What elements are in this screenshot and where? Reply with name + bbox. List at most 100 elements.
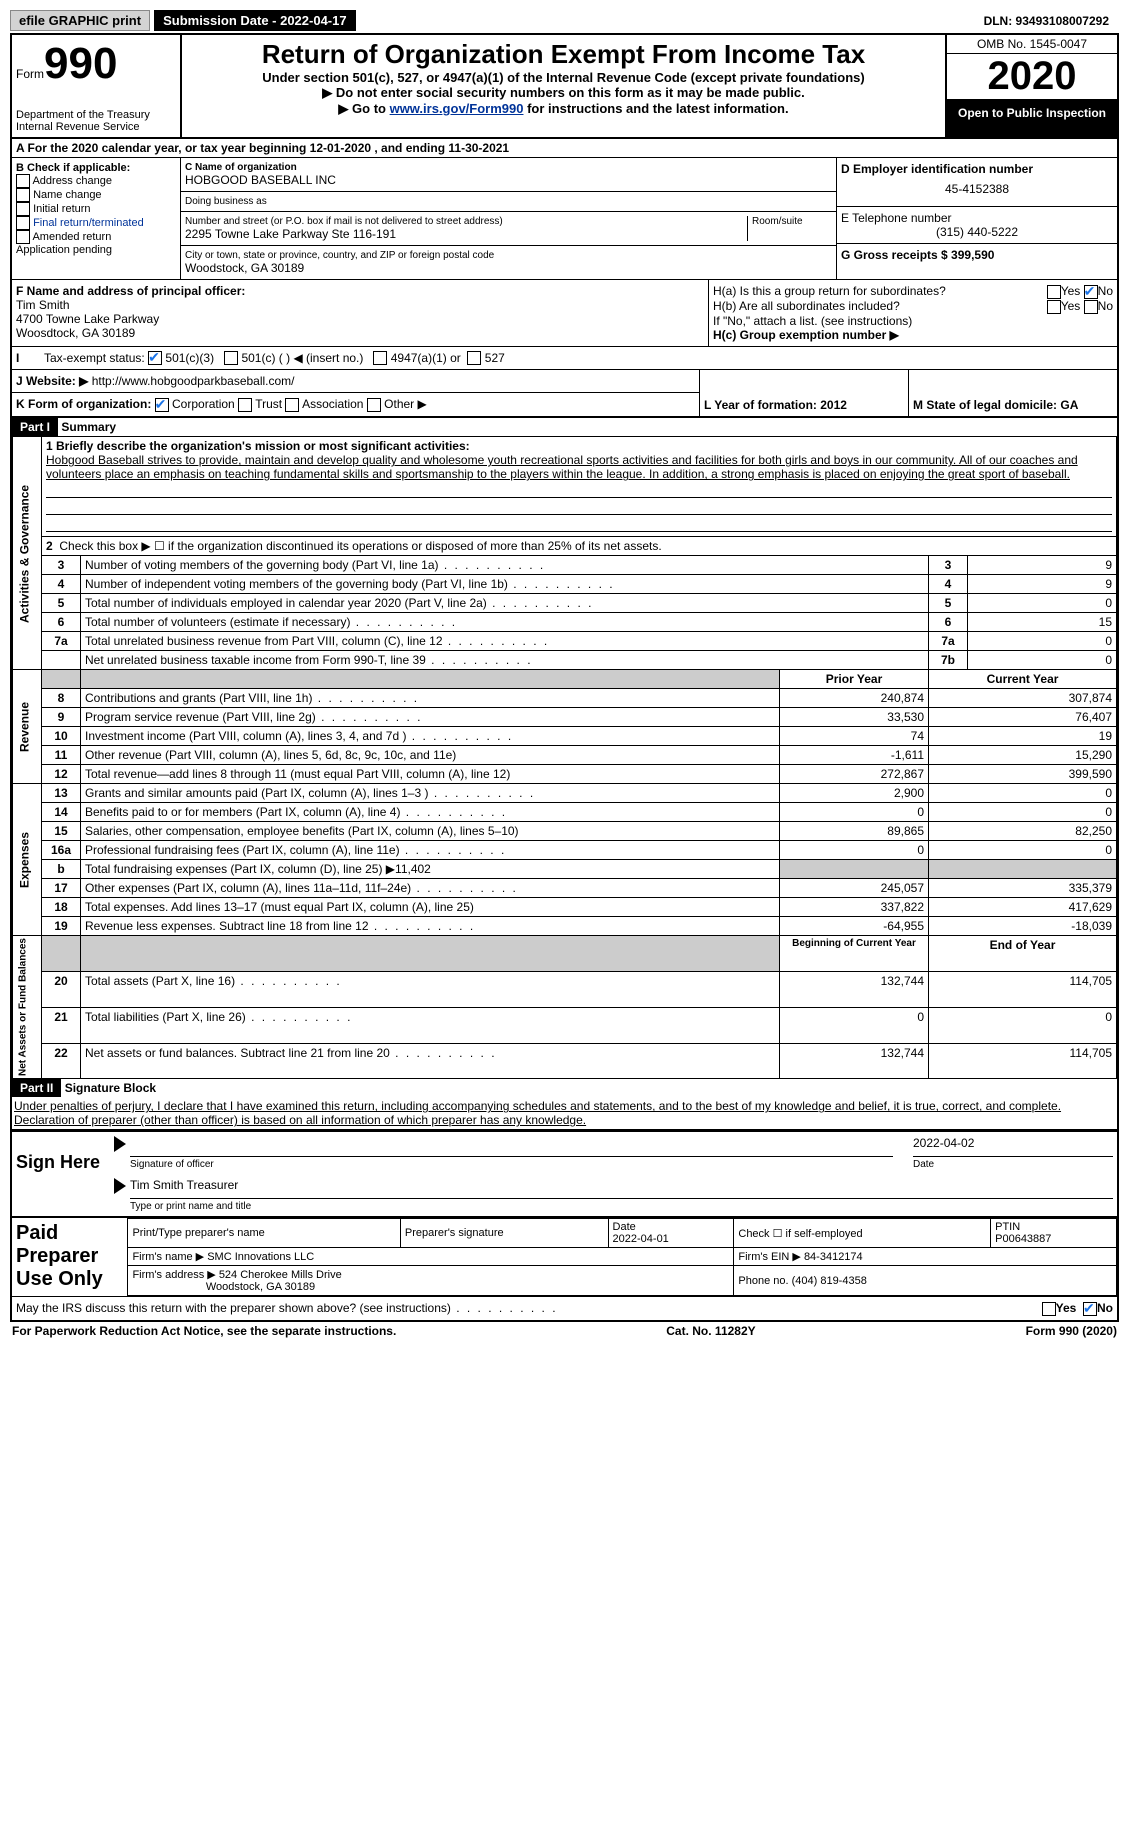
no-label: No bbox=[1097, 1301, 1113, 1315]
prior-val: -1,611 bbox=[780, 746, 929, 765]
section-h: H(a) Is this a group return for subordin… bbox=[709, 280, 1117, 346]
preparer-label: Paid Preparer Use Only bbox=[12, 1218, 127, 1296]
part-ii-badge: Part II bbox=[12, 1079, 61, 1097]
col-begin: Beginning of Current Year bbox=[780, 936, 929, 972]
prep-print-name: Print/Type preparer's name bbox=[128, 1219, 400, 1248]
cb-discuss-no[interactable] bbox=[1083, 1302, 1097, 1316]
cb-final-return[interactable] bbox=[16, 216, 30, 230]
h-b-label: H(b) Are all subordinates included? bbox=[713, 299, 900, 314]
prior-val: 132,744 bbox=[780, 972, 929, 1008]
row-text: Number of voting members of the governin… bbox=[81, 556, 929, 575]
opt-501c3: 501(c)(3) bbox=[165, 351, 214, 365]
gov-row: 7aTotal unrelated business revenue from … bbox=[13, 632, 1117, 651]
rev-row: 8Contributions and grants (Part VIII, li… bbox=[13, 689, 1117, 708]
row-text: Total liabilities (Part X, line 26) bbox=[81, 1007, 780, 1043]
row-value: 15 bbox=[968, 613, 1117, 632]
irs-link[interactable]: www.irs.gov/Form990 bbox=[390, 101, 524, 116]
cb-trust[interactable] bbox=[238, 398, 252, 412]
form-title: Return of Organization Exempt From Incom… bbox=[186, 39, 941, 70]
cb-corp[interactable] bbox=[155, 398, 169, 412]
officer-addr2: Woosdtock, GA 30189 bbox=[16, 326, 704, 340]
prior-val: 74 bbox=[780, 727, 929, 746]
sig-date: 2022-04-02 bbox=[913, 1136, 1113, 1157]
curr-val: 0 bbox=[929, 784, 1117, 803]
row-value: 0 bbox=[968, 632, 1117, 651]
room-label: Room/suite bbox=[747, 216, 832, 241]
sign-here-label: Sign Here bbox=[12, 1132, 110, 1216]
cb-527[interactable] bbox=[467, 351, 481, 365]
year-formation: L Year of formation: 2012 bbox=[704, 398, 847, 412]
cb-label: Address change bbox=[32, 175, 112, 187]
row-text: Total fundraising expenses (Part IX, col… bbox=[81, 860, 780, 879]
firm-name: SMC Innovations LLC bbox=[207, 1251, 314, 1263]
row-text: Total number of individuals employed in … bbox=[81, 594, 929, 613]
cb-label: Application pending bbox=[16, 244, 112, 256]
firm-addr-label: Firm's address ▶ bbox=[132, 1269, 215, 1281]
row-text: Benefits paid to or for members (Part IX… bbox=[81, 803, 780, 822]
section-b: B Check if applicable: Address change Na… bbox=[12, 158, 181, 279]
officer-name: Tim Smith bbox=[16, 298, 704, 312]
prior-val: 2,900 bbox=[780, 784, 929, 803]
no-label: No bbox=[1098, 284, 1113, 298]
prep-sig: Preparer's signature bbox=[400, 1219, 608, 1248]
curr-val: 307,874 bbox=[929, 689, 1117, 708]
website-label: Website: ▶ bbox=[26, 374, 88, 388]
submission-date-button[interactable]: Submission Date - 2022-04-17 bbox=[154, 10, 356, 31]
vert-netassets: Net Assets or Fund Balances bbox=[13, 936, 42, 1079]
rev-row: 9Program service revenue (Part VIII, lin… bbox=[13, 708, 1117, 727]
row-text: Other expenses (Part IX, column (A), lin… bbox=[81, 879, 780, 898]
preparer-table: Print/Type preparer's name Preparer's si… bbox=[127, 1218, 1117, 1296]
gross-receipts: G Gross receipts $ 399,590 bbox=[841, 248, 994, 262]
cb-amended[interactable] bbox=[16, 230, 30, 244]
cb-address-change[interactable] bbox=[16, 174, 30, 188]
net-row: 20Total assets (Part X, line 16)132,7441… bbox=[13, 972, 1117, 1008]
net-row: 22Net assets or fund balances. Subtract … bbox=[13, 1043, 1117, 1079]
firm-phone-label: Phone no. bbox=[738, 1275, 788, 1287]
h-c-label: H(c) Group exemption number ▶ bbox=[713, 328, 899, 342]
prior-val: 337,822 bbox=[780, 898, 929, 917]
row-text: Professional fundraising fees (Part IX, … bbox=[81, 841, 780, 860]
gov-row: 4Number of independent voting members of… bbox=[13, 575, 1117, 594]
ein-value: 45-4152388 bbox=[841, 176, 1113, 202]
vert-activities: Activities & Governance bbox=[13, 437, 42, 670]
curr-val: 0 bbox=[929, 803, 1117, 822]
row-value: 9 bbox=[968, 556, 1117, 575]
form-990-container: Form990 Department of the Treasury Inter… bbox=[10, 33, 1119, 1322]
mission-label: 1 Briefly describe the organization's mi… bbox=[46, 439, 470, 453]
opt-trust: Trust bbox=[255, 397, 282, 411]
efile-print-button[interactable]: efile GRAPHIC print bbox=[10, 10, 150, 31]
row-a-tax-year: A For the 2020 calendar year, or tax yea… bbox=[12, 139, 1117, 158]
row-text: Grants and similar amounts paid (Part IX… bbox=[81, 784, 780, 803]
row-value: 9 bbox=[968, 575, 1117, 594]
section-d-e-g: D Employer identification number 45-4152… bbox=[836, 158, 1117, 279]
tax-exempt-label: Tax-exempt status: bbox=[44, 351, 145, 365]
gov-row: Net unrelated business taxable income fr… bbox=[13, 651, 1117, 670]
footer-center: Cat. No. 11282Y bbox=[666, 1324, 755, 1338]
prior-val: 132,744 bbox=[780, 1043, 929, 1079]
cb-discuss-yes[interactable] bbox=[1042, 1302, 1056, 1316]
cb-501c[interactable] bbox=[224, 351, 238, 365]
col-current: Current Year bbox=[929, 670, 1117, 689]
header-left: Form990 Department of the Treasury Inter… bbox=[12, 35, 182, 137]
cb-4947[interactable] bbox=[373, 351, 387, 365]
cb-initial-return[interactable] bbox=[16, 202, 30, 216]
vert-revenue: Revenue bbox=[13, 670, 42, 784]
gov-row: 3Number of voting members of the governi… bbox=[13, 556, 1117, 575]
cb-ha-yes[interactable] bbox=[1047, 285, 1061, 299]
cb-ha-no[interactable] bbox=[1084, 285, 1098, 299]
cb-name-change[interactable] bbox=[16, 188, 30, 202]
gov-row: 5Total number of individuals employed in… bbox=[13, 594, 1117, 613]
officer-name-title: Tim Smith Treasurer bbox=[130, 1178, 1113, 1199]
curr-val: 15,290 bbox=[929, 746, 1117, 765]
cb-hb-no[interactable] bbox=[1084, 300, 1098, 314]
cb-assoc[interactable] bbox=[285, 398, 299, 412]
section-f-h: F Name and address of principal officer:… bbox=[12, 279, 1117, 346]
prior-val: 272,867 bbox=[780, 765, 929, 784]
prior-val: 240,874 bbox=[780, 689, 929, 708]
cb-501c3[interactable] bbox=[148, 351, 162, 365]
cb-hb-yes[interactable] bbox=[1047, 300, 1061, 314]
vert-expenses: Expenses bbox=[13, 784, 42, 936]
exp-row: 19Revenue less expenses. Subtract line 1… bbox=[13, 917, 1117, 936]
cb-other[interactable] bbox=[367, 398, 381, 412]
part-i-header-row: Part I Summary bbox=[12, 418, 1117, 436]
